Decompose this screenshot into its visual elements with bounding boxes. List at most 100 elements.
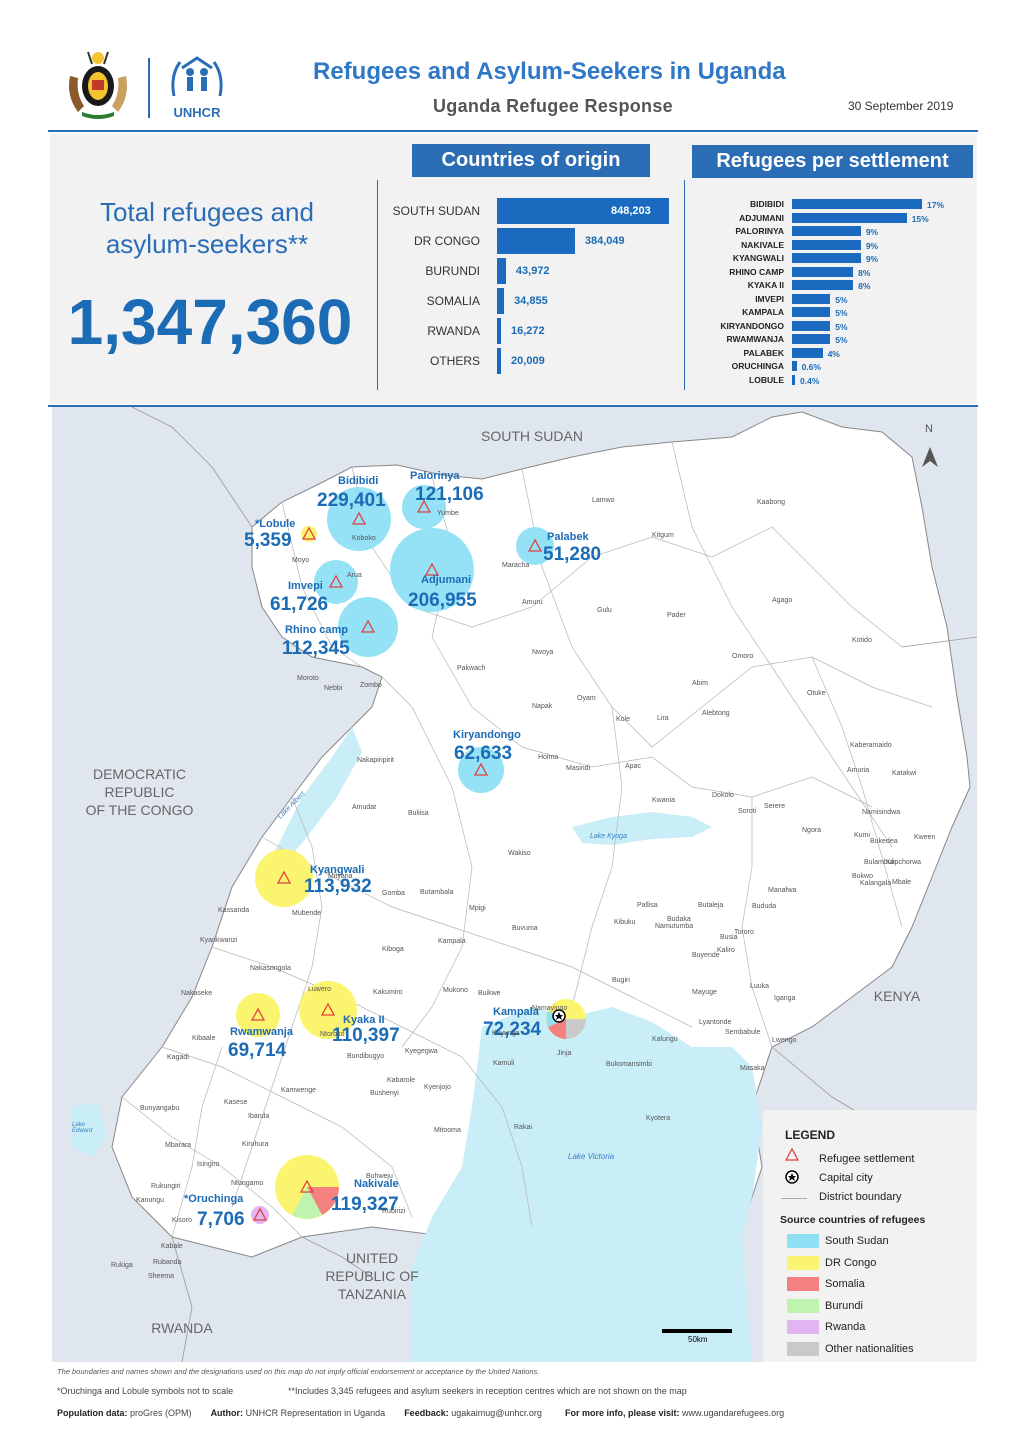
district-label: Bukwo — [852, 873, 874, 880]
settlement-name: Kyaka II — [343, 1014, 385, 1026]
district-label: Ntoroko — [320, 1031, 345, 1038]
settlement-bar — [792, 361, 797, 371]
feedback-label: Feedback: — [404, 1408, 449, 1418]
district-boundary-swatch — [781, 1198, 807, 1199]
district-label: Otuke — [807, 690, 826, 697]
settlement-bar — [792, 253, 861, 263]
district-label: Gulu — [597, 607, 612, 614]
district-label: Manafwa — [768, 887, 797, 894]
district-label: Pader — [667, 612, 686, 619]
feedback-email-link[interactable]: ugakaimug@unhcr.org — [451, 1408, 542, 1418]
district-label: Kapchorwa — [886, 859, 922, 866]
palabek-circle — [516, 527, 554, 565]
district-label: Kamuli — [493, 1060, 515, 1067]
label-rwanda: RWANDA — [151, 1320, 213, 1336]
district-label: Kaberamaido — [850, 742, 892, 749]
lake-kyoga-water — [572, 812, 712, 845]
district-label: Kayunga — [492, 1030, 520, 1037]
district-label: Butaleja — [698, 902, 724, 909]
legend-item: Refugee settlement — [819, 1153, 915, 1165]
settlement-label: IMVEPI — [755, 293, 784, 304]
settlement-value-label: 8% — [858, 267, 871, 278]
district-label: Lwengo — [772, 1037, 797, 1044]
settlement-value-label: 5% — [835, 335, 848, 345]
settlement-label: KAMPALA — [742, 307, 784, 317]
district-label: Luwero — [308, 986, 331, 993]
pop-value: proGres (OPM) — [130, 1408, 192, 1418]
district-label: Kyotera — [646, 1115, 671, 1122]
palorinya-circle — [402, 485, 446, 529]
settlement-value: 206,955 — [408, 590, 477, 611]
district-label: Rubanda — [153, 1259, 182, 1266]
legend-item: District boundary — [819, 1191, 902, 1203]
district-label: Kumi — [854, 832, 870, 839]
label-drc-line3: OF THE CONGO — [85, 802, 194, 818]
district-label: Nakaseke — [181, 990, 213, 997]
origin-label: SOMALIA — [426, 294, 480, 308]
district-label: Bududa — [752, 903, 777, 910]
settlement-value: 51,280 — [543, 544, 602, 565]
map-base — [72, 407, 977, 1362]
legend-swatch — [787, 1341, 819, 1356]
settlement-value: 113,932 — [304, 876, 372, 897]
district-label: Buyende — [692, 952, 720, 959]
district-label: Amuru — [522, 599, 543, 606]
settlement-value-label: 0.6% — [801, 362, 821, 372]
district-label: Kwania — [652, 797, 675, 804]
settlement-value: 229,401 — [317, 490, 386, 511]
district-label: Sheema — [148, 1273, 175, 1280]
district-label: Luuka — [750, 983, 770, 990]
district-label: Bushenyi — [370, 1090, 399, 1097]
logo-divider — [148, 58, 150, 118]
label-lake-victoria: Lake Victoria — [568, 1152, 615, 1161]
district-label: Bukedea — [870, 838, 898, 845]
legend-source-label: Other nationalities — [825, 1342, 914, 1355]
settlement-label: KIRYANDONGO — [720, 320, 784, 331]
district-label: Hoima — [538, 754, 559, 761]
settlement-triangles — [250, 499, 543, 1221]
district-label: Mukono — [443, 987, 468, 994]
district-label: Rukungiri — [151, 1183, 181, 1190]
district-label: Zombo — [360, 682, 382, 689]
north-label: N — [925, 423, 933, 435]
settlement-name: *Lobule — [255, 518, 296, 530]
district-label: Kole — [616, 716, 631, 723]
settlement-value-label: 8% — [858, 281, 871, 291]
settlement-name: Palorinya — [410, 470, 460, 482]
district-label: Nebbi — [324, 685, 343, 692]
district-label: Ntungamo — [231, 1180, 264, 1187]
district-label: Kyegegwa — [405, 1048, 438, 1055]
legend-source-label: Rwanda — [825, 1321, 866, 1333]
more-info-link[interactable]: www.ugandarefugees.org — [682, 1408, 785, 1418]
district-label: Kiboga — [382, 946, 404, 953]
settlement-label: NAKIVALE — [741, 239, 784, 250]
district-label: Kibuku — [614, 919, 636, 926]
nakivale-pie — [275, 1155, 339, 1219]
settlement-value: 119,327 — [331, 1194, 399, 1215]
panel-rule — [48, 405, 978, 407]
district-label: Rubirizi — [382, 1208, 406, 1215]
footnote-reception: **Includes 3,345 refugees and asylum see… — [288, 1386, 687, 1396]
origin-label: SOUTH SUDAN — [392, 204, 480, 218]
bidibidi-circle — [327, 487, 391, 551]
origin-value-label: 43,972 — [515, 265, 550, 277]
origin-value-label: 848,203 — [611, 205, 651, 217]
settlement-value: 7,706 — [197, 1209, 245, 1230]
district-label: Iganga — [774, 995, 796, 1002]
district-label: Soroti — [738, 808, 757, 815]
district-label: Alebtong — [702, 710, 730, 717]
origin-value-label: 34,855 — [514, 295, 548, 307]
district-label: Wakiso — [508, 850, 531, 857]
settlement-value: 5,359 — [244, 530, 292, 551]
district-label: Gomba — [382, 890, 405, 897]
district-label: Kalangala — [860, 880, 892, 887]
settlement-name: Nakivale — [354, 1178, 399, 1190]
district-label: Bukomansimbi — [606, 1061, 652, 1068]
district-label: Kakumiro — [373, 989, 403, 996]
district-label: Kassanda — [218, 907, 250, 914]
settlement-label: RWAMWANJA — [726, 334, 784, 344]
settlement-value-label: 0.4% — [800, 375, 820, 386]
district-label: Nakapiripirit — [357, 757, 394, 764]
legend-swatch — [787, 1255, 819, 1270]
origins-chart: SOUTH SUDAN 848,203 DR CONGO 384,049 BURUNDI… — [385, 198, 680, 388]
